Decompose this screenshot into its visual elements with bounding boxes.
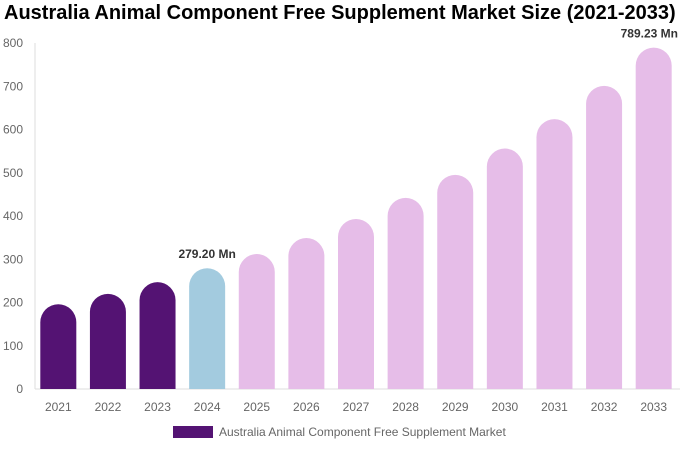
y-tick-label: 700 — [3, 79, 23, 93]
bar-2026 — [288, 238, 325, 389]
x-tick-label: 2022 — [95, 400, 122, 414]
bar-2031 — [536, 119, 573, 389]
x-tick-label: 2021 — [45, 400, 72, 414]
x-tick-label: 2025 — [243, 400, 270, 414]
y-tick-label: 200 — [3, 296, 23, 310]
legend-label: Australia Animal Component Free Suppleme… — [219, 425, 506, 439]
legend: Australia Animal Component Free Suppleme… — [173, 425, 506, 439]
bar-2029 — [437, 174, 474, 389]
y-tick-label: 500 — [3, 166, 23, 180]
x-tick-label: 2031 — [541, 400, 568, 414]
y-tick-label: 0 — [16, 382, 23, 396]
x-tick-label: 2029 — [442, 400, 469, 414]
x-tick-label: 2027 — [343, 400, 370, 414]
x-tick-label: 2023 — [144, 400, 171, 414]
bar-2022 — [89, 293, 126, 389]
x-tick-label: 2026 — [293, 400, 320, 414]
chart-title: Australia Animal Component Free Suppleme… — [4, 2, 676, 24]
bar-2027 — [338, 219, 374, 389]
y-tick-label: 100 — [3, 339, 23, 353]
data-label-2024: 279.20 Mn — [178, 247, 235, 261]
bar-2025 — [238, 254, 275, 389]
bar-2030 — [486, 148, 523, 389]
y-tick-label: 800 — [3, 36, 23, 50]
x-tick-label: 2028 — [392, 400, 419, 414]
bar-2024 — [189, 268, 226, 389]
bar-2032 — [586, 85, 623, 389]
data-label-2033: 789.23 Mn — [621, 27, 678, 41]
x-tick-label: 2024 — [194, 400, 221, 414]
bar-2023 — [139, 282, 176, 389]
bar-2033 — [635, 47, 672, 390]
x-tick-label: 2032 — [591, 400, 618, 414]
y-tick-label: 300 — [3, 252, 23, 266]
y-tick-label: 400 — [3, 209, 23, 223]
bar-2021 — [40, 304, 77, 389]
legend-swatch — [173, 426, 213, 438]
y-tick-label: 600 — [3, 123, 23, 137]
x-tick-label: 2030 — [491, 400, 518, 414]
bar-2028 — [387, 197, 424, 389]
x-tick-label: 2033 — [640, 400, 667, 414]
